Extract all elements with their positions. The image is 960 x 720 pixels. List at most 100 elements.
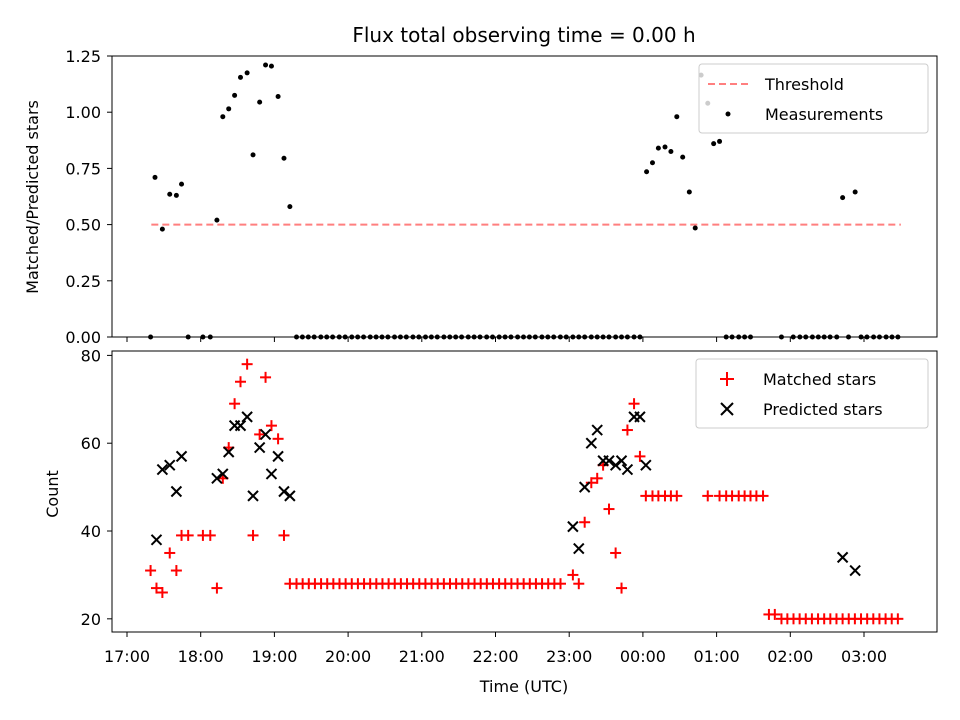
legend-measurements-swatch (725, 111, 731, 117)
measurement-point (840, 195, 846, 201)
measurement-point (152, 174, 158, 180)
measurement-point (250, 152, 256, 158)
matched-point (573, 578, 585, 590)
predicted-point (265, 468, 278, 480)
matched-point (702, 490, 714, 502)
measurement-point (159, 226, 165, 232)
xtick-label: 18:00 (178, 647, 224, 666)
measurement-point (173, 192, 179, 198)
top-y-ticks: 0.00 0.25 0.50 0.75 1.00 1.25 (65, 47, 112, 347)
predicted-point (640, 459, 652, 471)
matched-point (591, 472, 603, 484)
measurement-point (644, 169, 650, 175)
predicted-point (609, 459, 622, 471)
measurement-point (220, 114, 226, 120)
predicted-point (259, 428, 272, 441)
predicted-point (253, 441, 266, 454)
top-ytick-label: 1.25 (65, 47, 101, 66)
measurement-point (232, 92, 238, 98)
bottom-legend-box (695, 358, 929, 429)
predicted-point (849, 564, 861, 577)
top-ytick-label: 1.00 (65, 103, 101, 122)
measurement-point (226, 106, 232, 112)
predicted-point (222, 446, 235, 458)
top-legend: Threshold Measurements (698, 63, 929, 134)
matched-point (247, 529, 259, 541)
matched-point (265, 420, 277, 432)
matched-point (241, 358, 253, 370)
predicted-point (615, 455, 628, 467)
bottom-ytick-label: 40 (81, 522, 101, 541)
legend-measurements-label: Measurements (765, 105, 883, 124)
matched-point (585, 477, 597, 489)
predicted-point (217, 468, 229, 480)
measurement-point (214, 217, 220, 223)
bottom-y-ticks: 20 40 60 80 (81, 346, 112, 629)
predicted-point (284, 490, 296, 502)
measurement-point (268, 63, 274, 69)
legend-predicted-label: Predicted stars (763, 400, 883, 419)
measurement-point (167, 191, 173, 197)
measurement-point (275, 93, 281, 99)
measurement-point (717, 138, 723, 144)
matched-point (272, 433, 284, 445)
xtick-label: 01:00 (694, 647, 740, 666)
matched-point (769, 608, 781, 620)
measurement-point (237, 74, 243, 80)
bottom-ytick-label: 80 (81, 346, 101, 365)
chart-title: Flux total observing time = 0.00 h (352, 23, 695, 47)
matched-point (554, 578, 566, 590)
bottom-axes-frame (111, 350, 938, 633)
matched-point (671, 490, 683, 502)
measurement-point (649, 160, 655, 166)
top-ytick-label: 0.00 (65, 328, 101, 347)
top-axes-frame (111, 55, 938, 338)
matched-point (182, 529, 194, 541)
top-x-ticks (126, 337, 865, 342)
xtick-label: 17:00 (104, 647, 150, 666)
matched-point (610, 547, 622, 559)
matched-point (892, 613, 904, 625)
predicted-point (150, 534, 163, 546)
predicted-point (591, 424, 603, 436)
predicted-point (156, 463, 169, 476)
predicted-point (234, 419, 247, 432)
matched-point (234, 376, 246, 388)
legend-matched-label: Matched stars (763, 370, 876, 389)
measurement-point (686, 189, 692, 195)
xtick-label: 00:00 (620, 647, 666, 666)
matched-point (634, 450, 646, 462)
predicted-point (272, 450, 284, 463)
predicted-point (621, 463, 634, 476)
predicted-point (578, 481, 591, 493)
predicted-point (170, 485, 183, 498)
predicted-point (634, 411, 646, 423)
measurement-point (852, 189, 858, 195)
xtick-label: 03:00 (841, 647, 887, 666)
xtick-label: 23:00 (546, 647, 592, 666)
matched-point (616, 582, 628, 594)
predicted-point (175, 450, 188, 463)
measurement-point (692, 225, 698, 231)
matched-point (156, 586, 168, 598)
xtick-label: 20:00 (325, 647, 371, 666)
bottom-ytick-label: 20 (81, 610, 101, 629)
predicted-point (573, 542, 585, 555)
matched-point (603, 503, 615, 515)
top-ytick-label: 0.25 (65, 272, 101, 291)
xtick-label: 22:00 (472, 647, 518, 666)
bottom-x-ticks: 17:00 18:00 19:00 20:00 21:00 22:00 23:00 00:00… (104, 632, 887, 666)
measurement-point (711, 141, 717, 147)
matched-point (260, 371, 272, 383)
predicted-point (585, 437, 598, 449)
top-ytick-label: 0.50 (65, 216, 101, 235)
matched-point (150, 582, 162, 594)
measurement-point (179, 181, 185, 187)
top-y-axis-label: Matched/Predicted stars (23, 100, 42, 294)
bottom-legend: Matched stars Predicted stars (695, 358, 929, 429)
predicted-point (278, 485, 290, 498)
legend-matched-swatch (720, 372, 734, 386)
top-ytick-label: 0.75 (65, 159, 101, 178)
measurement-point (287, 204, 293, 210)
matched-point (579, 516, 591, 528)
